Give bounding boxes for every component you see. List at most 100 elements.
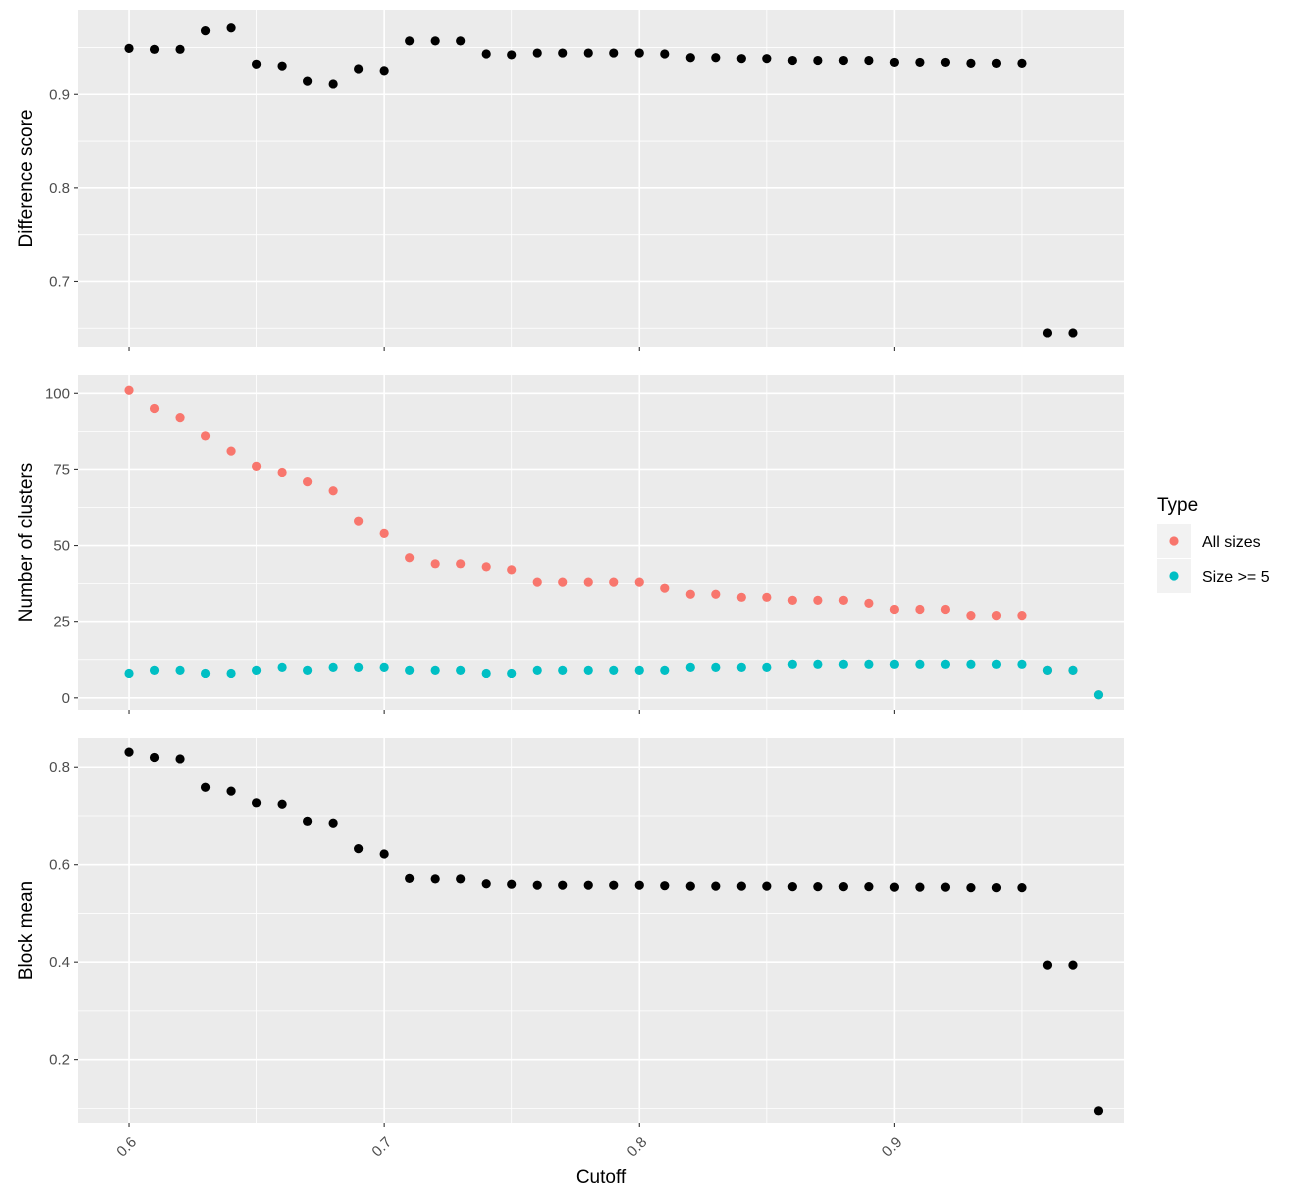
data-point [532,880,542,890]
data-point [813,659,823,669]
panel-background [78,738,1124,1123]
data-point [660,881,670,891]
data-point [915,882,925,892]
data-point [277,662,287,672]
data-point [251,461,262,471]
data-point [966,58,976,68]
data-point [507,565,517,575]
data-point [430,874,440,884]
data-point [149,665,160,676]
y-tick-label: 0.4 [49,954,70,971]
data-point [966,883,976,893]
data-point [558,577,568,587]
data-point [1017,883,1027,893]
data-point [813,595,823,605]
legend-label: All sizes [1202,534,1261,551]
data-point [1093,1106,1104,1116]
data-point [864,882,874,892]
series-1 [124,23,1078,338]
data-point [711,53,721,63]
data-point [251,665,262,676]
data-point [481,562,491,572]
y-tick-label: 0 [62,690,70,707]
data-point [149,403,160,414]
data-point [303,76,313,86]
x-tick-label: 0.9 [879,1134,906,1161]
data-point [787,55,797,66]
data-point [838,882,848,892]
y-tick-label: 0.8 [49,759,70,776]
data-point [660,49,670,59]
data-point [940,882,951,892]
data-point [864,598,874,609]
data-point [558,880,568,890]
x-tick-label: 0.8 [624,1134,651,1161]
data-point [200,431,211,441]
data-point [175,754,185,764]
data-point [787,659,797,669]
data-point [277,61,287,71]
data-point [456,559,466,569]
data-point [328,486,338,496]
y-axis-title: Number of clusters [16,463,37,622]
data-point [1017,659,1027,669]
data-point [1017,58,1027,68]
data-point [609,665,619,676]
data-point [532,48,542,58]
data-point [940,604,951,615]
data-point [991,58,1002,68]
data-point [405,665,415,676]
data-point [124,747,134,757]
data-point [532,577,542,587]
data-point [1093,690,1104,700]
data-point [1017,610,1027,621]
data-point [200,668,211,679]
data-point [430,665,440,676]
data-point [124,43,134,53]
data-point [609,880,619,890]
y-tick-label: 0.9 [49,86,70,103]
panel-background [78,375,1124,710]
data-point [200,25,211,36]
legend: Type All sizes Size >= 5 [1157,495,1270,593]
data-point [864,55,874,66]
data-point [991,659,1002,669]
data-point [634,48,644,58]
data-point [175,413,185,423]
data-point [226,446,236,456]
data-point [813,55,823,66]
y-axis-title: Difference score [16,110,37,248]
data-point [966,659,976,669]
series-2 [124,659,1104,700]
data-point [940,659,951,669]
data-point [660,583,670,593]
data-point [226,668,236,679]
data-point [762,662,772,672]
data-point [481,49,491,59]
data-point [507,879,517,889]
y-tick-label: 25 [53,614,70,631]
y-tick-label: 0.7 [49,273,70,290]
data-point [915,659,925,669]
data-point [1068,328,1078,338]
x-tick-label: 0.6 [113,1134,140,1161]
data-point [379,66,389,76]
data-point [685,662,695,672]
data-point [303,476,313,487]
data-point [889,659,899,669]
data-point [736,54,746,64]
data-point [583,665,593,676]
data-point [200,782,211,792]
data-point [328,818,338,828]
data-point [251,798,262,808]
data-point [685,589,695,599]
series-1 [124,747,1104,1116]
data-point [1042,665,1053,676]
data-point [354,844,364,854]
data-point [838,595,848,605]
data-point [226,23,236,33]
data-point [813,882,823,892]
data-point [328,79,338,89]
data-point [583,577,593,587]
